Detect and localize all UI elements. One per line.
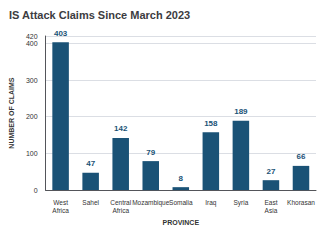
svg-text:200: 200 bbox=[26, 113, 38, 120]
svg-text:IS Attack Claims Since March 2: IS Attack Claims Since March 2023 bbox=[9, 9, 190, 21]
svg-text:142: 142 bbox=[114, 124, 128, 133]
svg-text:Asia: Asia bbox=[265, 207, 278, 214]
svg-text:East: East bbox=[264, 199, 277, 206]
svg-text:West: West bbox=[53, 199, 68, 206]
svg-text:Iraq: Iraq bbox=[205, 199, 217, 207]
svg-text:27: 27 bbox=[266, 167, 275, 176]
svg-text:Sahel: Sahel bbox=[82, 199, 99, 206]
svg-text:403: 403 bbox=[54, 29, 68, 38]
svg-text:Syria: Syria bbox=[233, 199, 248, 207]
svg-text:8: 8 bbox=[179, 174, 184, 183]
svg-text:79: 79 bbox=[146, 148, 155, 157]
svg-text:189: 189 bbox=[234, 107, 248, 116]
svg-text:158: 158 bbox=[204, 119, 218, 128]
svg-text:300: 300 bbox=[26, 77, 38, 84]
svg-text:66: 66 bbox=[297, 152, 306, 161]
svg-text:47: 47 bbox=[86, 159, 95, 168]
svg-text:420: 420 bbox=[26, 33, 38, 40]
svg-text:400: 400 bbox=[26, 40, 38, 47]
svg-text:0: 0 bbox=[34, 187, 38, 194]
svg-text:100: 100 bbox=[26, 150, 38, 157]
svg-text:Khorasan: Khorasan bbox=[287, 199, 315, 206]
svg-text:Central: Central bbox=[110, 199, 132, 206]
svg-text:Somalia: Somalia bbox=[169, 199, 193, 206]
svg-text:Africa: Africa bbox=[112, 207, 129, 214]
svg-text:PROVINCE: PROVINCE bbox=[163, 219, 200, 226]
svg-text:NUMBER OF CLAIMS: NUMBER OF CLAIMS bbox=[8, 77, 15, 148]
svg-text:Mozambique: Mozambique bbox=[132, 199, 170, 207]
svg-text:Africa: Africa bbox=[52, 207, 69, 214]
